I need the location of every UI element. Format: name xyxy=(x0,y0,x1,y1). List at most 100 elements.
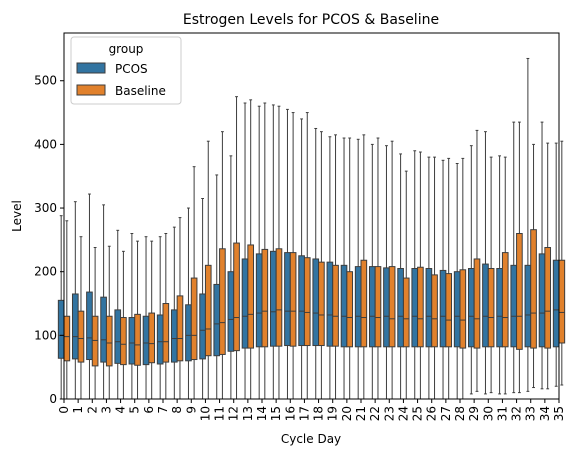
box-iqr xyxy=(439,269,447,348)
box-iqr xyxy=(134,313,141,366)
box-iqr xyxy=(162,303,170,363)
box-pcos-day-7 xyxy=(156,236,164,400)
chart-title: Estrogen Levels for PCOS & Baseline xyxy=(183,12,439,28)
box-baseline-day-19 xyxy=(332,134,339,400)
box-iqr xyxy=(148,312,156,364)
box-iqr xyxy=(120,317,127,366)
box-iqr xyxy=(425,268,433,348)
box-iqr xyxy=(417,266,424,348)
box-pcos-day-12 xyxy=(227,155,235,400)
x-tick-label: 32 xyxy=(510,406,524,421)
box-iqr xyxy=(538,253,546,348)
box-iqr xyxy=(388,266,396,348)
box-iqr xyxy=(284,252,291,347)
box-pcos-day-32 xyxy=(510,121,518,394)
box-pcos-day-10 xyxy=(199,197,206,400)
box-iqr xyxy=(247,244,255,349)
legend-swatch-baseline xyxy=(76,84,106,96)
box-baseline-day-12 xyxy=(233,96,240,400)
x-tick-label: 9 xyxy=(184,406,198,414)
box-baseline-day-24 xyxy=(402,170,410,400)
y-axis-label: Level xyxy=(10,200,24,232)
x-tick-label: 25 xyxy=(411,406,425,421)
box-baseline-day-15 xyxy=(275,105,283,400)
box-iqr xyxy=(86,291,93,361)
box-iqr xyxy=(467,268,475,348)
box-baseline-day-0 xyxy=(63,220,71,400)
box-pcos-day-26 xyxy=(425,156,433,400)
x-tick-label: 26 xyxy=(425,406,439,421)
box-iqr xyxy=(213,283,221,357)
box-baseline-day-22 xyxy=(374,137,382,400)
box-pcos-day-1 xyxy=(71,201,79,400)
box-iqr xyxy=(431,274,438,348)
box-iqr xyxy=(402,277,410,348)
y-tick-label: 400 xyxy=(34,137,57,151)
box-iqr xyxy=(105,315,113,367)
box-pcos-day-18 xyxy=(312,127,320,400)
box-iqr xyxy=(241,258,249,349)
box-iqr xyxy=(374,266,382,348)
box-iqr xyxy=(219,248,226,355)
box-pcos-day-21 xyxy=(354,138,362,400)
box-pcos-day-13 xyxy=(241,102,249,400)
box-baseline-day-21 xyxy=(360,134,368,400)
legend-label-pcos: PCOS xyxy=(115,62,148,76)
y-axis: 0 100 200 300 400 500 xyxy=(34,74,64,406)
box-iqr xyxy=(552,259,560,348)
x-tick-label: 2 xyxy=(85,406,99,414)
box-pcos-day-27 xyxy=(439,159,447,400)
plot-frame xyxy=(63,32,560,400)
x-tick-label: 7 xyxy=(156,406,170,414)
box-baseline-day-5 xyxy=(134,240,141,400)
box-baseline-day-4 xyxy=(120,250,127,400)
box-pcos-day-4 xyxy=(114,229,122,400)
x-tick-label: 6 xyxy=(142,406,156,414)
box-iqr xyxy=(383,267,390,348)
box-iqr xyxy=(360,259,368,348)
x-tick-label: 5 xyxy=(128,406,142,414)
box-iqr xyxy=(482,263,489,348)
box-pcos-day-6 xyxy=(142,236,150,400)
box-iqr xyxy=(77,310,85,363)
box-pcos-day-31 xyxy=(496,155,503,395)
x-tick-label: 0 xyxy=(57,406,71,414)
box-iqr xyxy=(269,250,277,347)
box-iqr xyxy=(199,293,206,360)
box-baseline-day-26 xyxy=(431,156,438,400)
box-iqr xyxy=(57,299,65,359)
box-pcos-day-8 xyxy=(170,226,178,400)
x-tick-label: 14 xyxy=(255,406,269,421)
x-tick-label: 31 xyxy=(495,406,509,421)
x-tick-label: 10 xyxy=(198,406,212,421)
y-tick-label: 100 xyxy=(34,328,57,342)
box-baseline-day-32 xyxy=(516,121,523,394)
box-iqr xyxy=(332,264,339,347)
box-iqr xyxy=(176,295,184,362)
x-tick-label: 4 xyxy=(114,406,128,414)
x-tick-label: 19 xyxy=(326,406,340,421)
box-iqr xyxy=(453,271,461,348)
box-pcos-day-33 xyxy=(524,57,532,392)
x-tick-label: 30 xyxy=(481,406,495,421)
box-baseline-day-17 xyxy=(303,112,311,400)
box-iqr xyxy=(346,271,354,348)
box-iqr xyxy=(142,315,150,366)
box-pcos-day-15 xyxy=(269,104,277,400)
box-iqr xyxy=(298,255,305,347)
box-iqr xyxy=(156,314,164,365)
box-baseline-day-18 xyxy=(318,131,325,400)
box-pcos-day-17 xyxy=(298,118,305,400)
box-iqr xyxy=(354,266,362,348)
box-baseline-day-10 xyxy=(204,140,212,400)
x-tick-label: 22 xyxy=(368,406,382,421)
x-tick-label: 28 xyxy=(453,406,467,421)
box-iqr xyxy=(445,273,453,348)
x-tick-label: 13 xyxy=(241,406,255,421)
x-tick-label: 27 xyxy=(439,406,453,421)
box-baseline-day-13 xyxy=(247,99,255,400)
box-baseline-day-7 xyxy=(162,233,170,400)
box-iqr xyxy=(340,264,348,348)
x-tick-label: 33 xyxy=(524,406,538,421)
